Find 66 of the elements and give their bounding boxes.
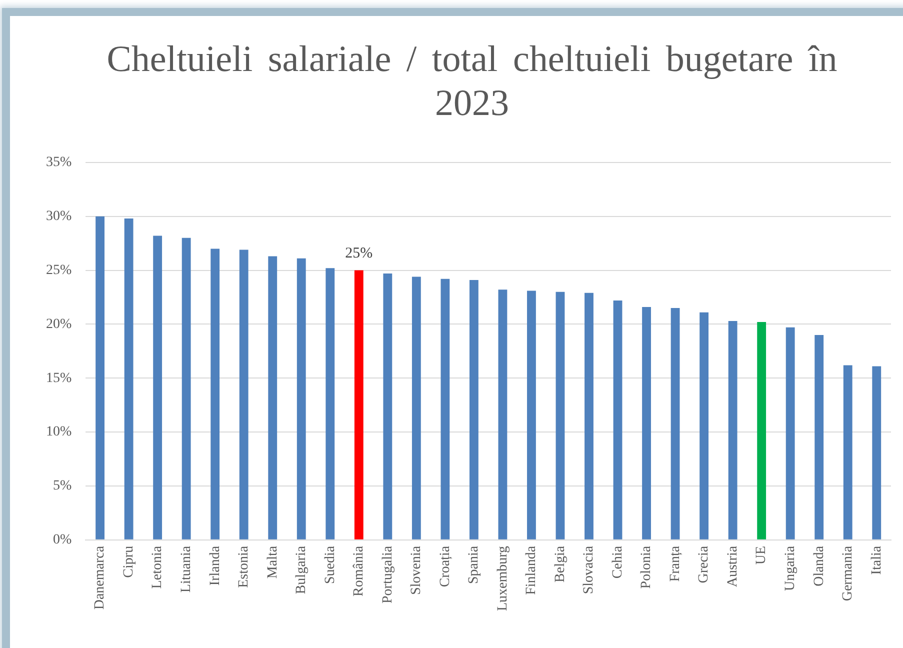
data-label: 25%	[345, 246, 373, 262]
bar	[728, 320, 738, 540]
y-tick-label: 15%	[46, 370, 72, 386]
y-tick-label: 10%	[46, 424, 72, 440]
x-tick-label: Letonia	[150, 545, 166, 589]
x-tick-label: Danemarca	[92, 545, 108, 610]
x-tick-label: Cipru	[121, 546, 136, 578]
x-tick-label: Franța	[668, 545, 683, 582]
y-tick-label: 30%	[46, 209, 72, 224]
bar	[296, 258, 306, 540]
y-tick-label: 35%	[46, 155, 72, 170]
bar	[124, 218, 134, 540]
bar	[412, 276, 421, 540]
x-tick-label: Portugalia	[380, 545, 396, 604]
bar	[182, 238, 191, 540]
x-tick-label: Olanda	[812, 545, 827, 586]
bar	[556, 292, 565, 540]
x-tick-label: Lituania	[179, 545, 194, 593]
bar	[786, 327, 795, 540]
bar	[700, 312, 709, 540]
x-tick-label: Finlanda	[524, 545, 540, 595]
bar	[469, 280, 478, 540]
bar	[584, 292, 594, 540]
y-tick-label: 0%	[52, 532, 72, 548]
bar	[326, 268, 335, 540]
x-tick-label: Slovenia	[409, 545, 424, 595]
bar	[642, 306, 651, 540]
bar	[843, 365, 852, 540]
x-tick-label: Austria	[725, 545, 740, 588]
x-tick-label: Italia	[869, 545, 884, 575]
x-tick-label: Malta	[265, 545, 280, 579]
chart-title: Cheltuieli salariale / total cheltuieli bugetare în 2023	[106, 38, 838, 126]
x-tick-label: Irlanda	[208, 545, 223, 586]
x-tick-label: Spania	[466, 545, 482, 584]
x-tick-label: Polonia	[639, 545, 654, 589]
bar	[96, 216, 104, 540]
bar	[498, 290, 508, 540]
bar	[757, 322, 766, 540]
x-tick-label: România	[352, 545, 367, 596]
x-tick-label: UE	[754, 546, 770, 565]
bar	[814, 334, 824, 540]
bar	[440, 278, 450, 540]
x-tick-label: Suedia	[322, 545, 338, 584]
x-tick-label: Belgia	[552, 545, 568, 582]
bar	[872, 366, 882, 540]
bar	[354, 270, 364, 540]
bar	[527, 290, 536, 540]
bar	[153, 236, 162, 540]
x-tick-label: Luxemburg	[495, 546, 510, 612]
x-tick-label: Grecia	[696, 545, 712, 584]
x-tick-label: Slovacia	[582, 545, 597, 594]
x-tick-label: Germania	[840, 545, 856, 602]
x-tick-label: Bulgaria	[294, 545, 310, 594]
bar	[383, 274, 392, 540]
x-tick-label: Ungaria	[783, 545, 798, 592]
bar	[239, 250, 248, 540]
x-tick-label: Estonia	[236, 545, 252, 588]
x-tick-label: Cehia	[610, 545, 626, 579]
y-tick-label: 25%	[46, 262, 72, 278]
bar	[268, 256, 278, 540]
bar	[613, 300, 622, 540]
y-tick-label: 5%	[52, 478, 72, 494]
bar	[210, 248, 220, 540]
x-tick-label: Croația	[438, 545, 453, 588]
y-tick-label: 20%	[46, 316, 72, 332]
bar	[670, 308, 680, 540]
